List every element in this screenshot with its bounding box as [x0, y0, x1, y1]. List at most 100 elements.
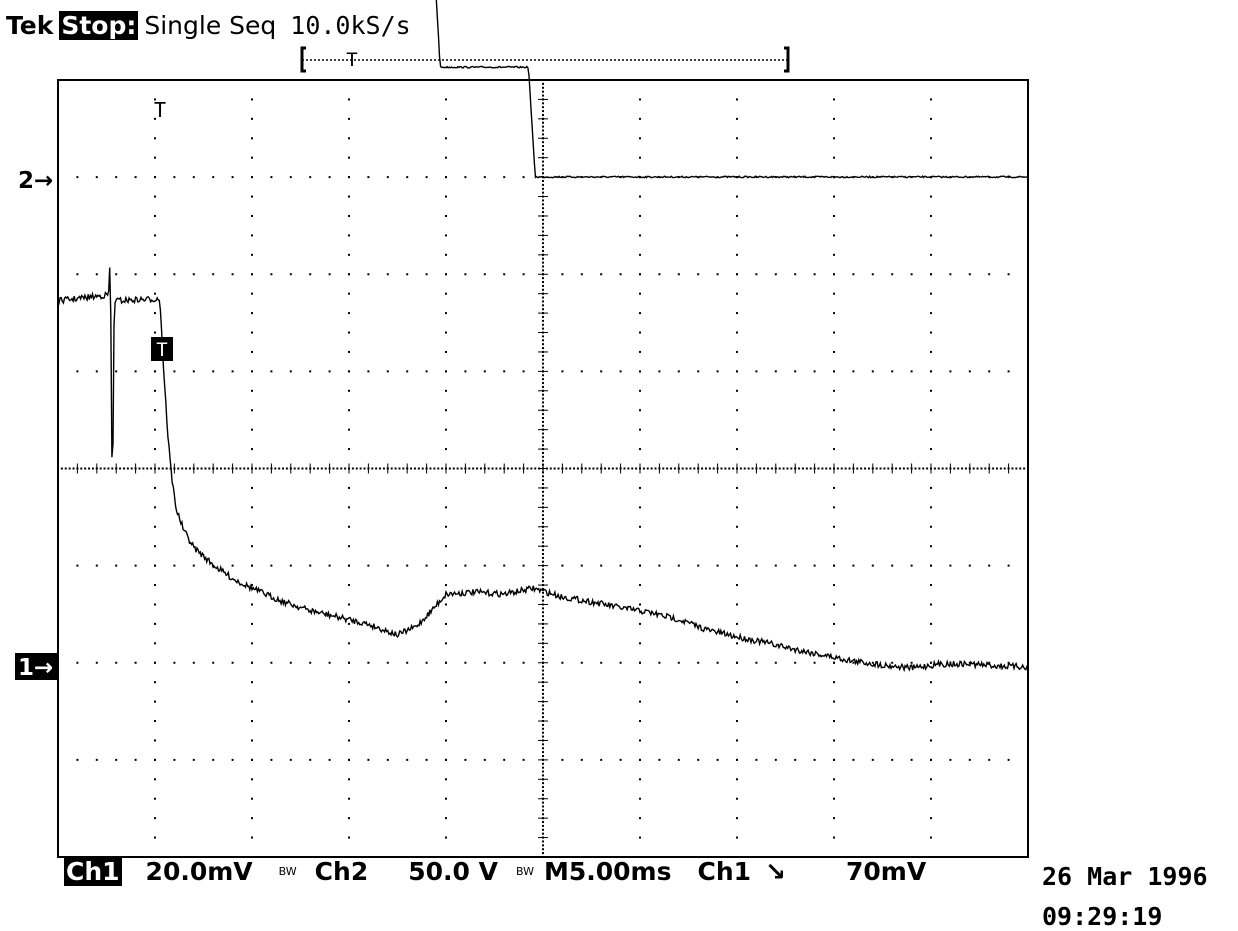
grid-dot [542, 731, 544, 734]
grid-dot [231, 564, 234, 567]
grid-dot [445, 622, 447, 625]
grid-dot [542, 490, 544, 493]
brand-label: Tek [6, 10, 54, 40]
grid-dot [736, 273, 738, 276]
grid-dot [833, 292, 835, 295]
grid-dot [542, 413, 544, 416]
grid-dot [542, 125, 544, 128]
grid-dot [716, 370, 719, 373]
grid-dot [542, 366, 544, 369]
grid-dot [968, 273, 971, 276]
grid-dot [1007, 564, 1010, 567]
grid-dot [736, 312, 738, 315]
grid-dot [445, 195, 447, 198]
grid-dot [266, 467, 269, 470]
grid-dot [930, 700, 932, 703]
grid-dot [534, 467, 537, 470]
grid-dot [759, 467, 762, 470]
grid-dot [483, 370, 486, 373]
grid-dot [976, 467, 979, 470]
grid-dot [192, 758, 195, 761]
grid-dot [542, 133, 544, 136]
grid-dot [930, 661, 932, 664]
grid-dot [464, 176, 467, 179]
grid-dot [677, 564, 680, 567]
grid-dot [833, 98, 835, 101]
grid-dot [642, 467, 645, 470]
ch1-bandwidth-icon: BW [278, 864, 297, 878]
grid-dot [472, 467, 475, 470]
grid-dot [639, 603, 641, 606]
grid-dot [324, 467, 327, 470]
grid-dot [464, 273, 467, 276]
grid-dot [452, 467, 455, 470]
grid-dot [790, 467, 793, 470]
grid-dot [348, 350, 350, 353]
grid-dot [251, 603, 253, 606]
grid-dot [542, 692, 544, 695]
grid-dot [693, 467, 696, 470]
grid-dot [646, 467, 649, 470]
grid-dot [588, 467, 591, 470]
ch1-trigger-marker: T [156, 339, 167, 361]
grid-dot [68, 467, 71, 470]
grid-dot [348, 137, 350, 140]
grid-dot [542, 183, 544, 186]
grid-dot [930, 584, 932, 587]
grid-dot [456, 467, 459, 470]
grid-dot [542, 187, 544, 190]
grid-dot [320, 467, 323, 470]
grid-dot [483, 758, 486, 761]
grid-dot [379, 467, 382, 470]
grid-dot [251, 564, 253, 567]
grid-dot [348, 312, 350, 315]
grid-dot [437, 467, 440, 470]
grid-dot [689, 467, 692, 470]
grid-dot [918, 467, 921, 470]
grid-dot [736, 253, 738, 256]
graticule-frame [57, 79, 1029, 858]
grid-dot [542, 164, 544, 167]
grid-dot [542, 770, 544, 773]
grid-dot [188, 467, 191, 470]
grid-dot [406, 370, 409, 373]
grid-dot [561, 661, 564, 664]
grid-dot [154, 234, 156, 237]
grid-dot [76, 758, 79, 761]
grid-dot [542, 587, 544, 590]
grid-dot [833, 409, 835, 412]
grid-dot [542, 475, 544, 478]
grid-dot [736, 195, 738, 198]
grid-dot [972, 467, 975, 470]
grid-dot [445, 506, 447, 509]
grid-dot [999, 467, 1002, 470]
grid-dot [658, 564, 661, 567]
grid-dot [736, 778, 738, 781]
grid-dot [518, 467, 521, 470]
grid-dot [542, 374, 544, 377]
grid-dot [542, 401, 544, 404]
grid-dot [382, 467, 385, 470]
grid-dot [542, 848, 544, 851]
grid-dot [833, 622, 835, 625]
grid-dot [898, 467, 901, 470]
grid-dot [542, 650, 544, 653]
grid-dot [445, 98, 447, 101]
grid-dot [801, 467, 804, 470]
grid-dot [192, 176, 195, 179]
grid-dot [309, 176, 312, 179]
grid-dot [146, 467, 149, 470]
grid-dot [736, 389, 738, 392]
grid-dot [445, 137, 447, 140]
grid-dot [542, 459, 544, 462]
grid-dot [332, 467, 335, 470]
grid-dot [522, 370, 525, 373]
grid-dot [348, 720, 350, 723]
grid-dot [542, 529, 544, 532]
grid-dot [736, 428, 738, 431]
grid-dot [596, 467, 599, 470]
grid-dot [406, 758, 409, 761]
grid-dot [231, 370, 234, 373]
grid-dot [576, 467, 579, 470]
grid-dot [697, 564, 700, 567]
